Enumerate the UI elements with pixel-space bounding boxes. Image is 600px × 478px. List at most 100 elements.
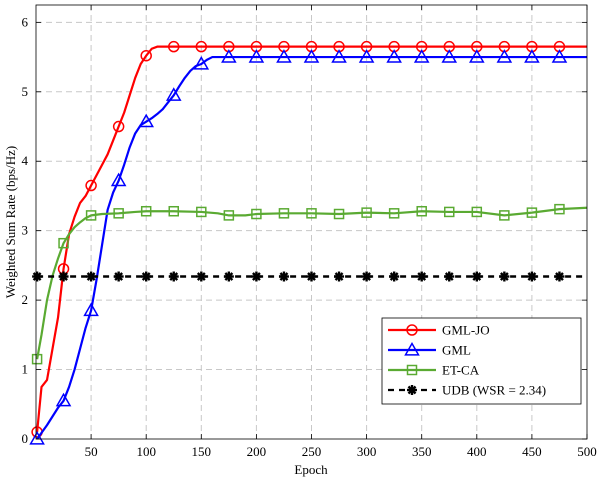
x-tick-label: 500: [577, 444, 597, 459]
tick-layer: 50 100 150 200 250 300 350 400 450 500 0 1 2 3 4 5 6: [22, 5, 597, 459]
data-point-marker: [112, 120, 125, 133]
series-line: [36, 55, 587, 440]
data-point-marker: [85, 210, 97, 221]
data-point-marker: [444, 271, 455, 282]
series-line: [36, 45, 587, 433]
data-point-marker: [140, 205, 152, 217]
marker-stroke: [141, 272, 151, 281]
data-point-marker: [168, 205, 179, 217]
data-point-marker: [388, 208, 400, 219]
data-point-marker: [29, 430, 45, 445]
data-point-marker: [32, 271, 43, 282]
x-tick-label: 100: [136, 444, 156, 459]
data-point-marker: [110, 172, 127, 187]
series-line: [36, 206, 588, 360]
data-point-marker: [31, 353, 43, 365]
data-point-marker: [113, 208, 124, 219]
series-square: [31, 203, 588, 365]
y-tick-label: 4: [22, 153, 29, 168]
data-point-marker: [195, 40, 208, 53]
data-point-marker: [193, 56, 210, 70]
data-point-marker: [168, 40, 180, 53]
marker-stroke: [169, 272, 179, 281]
marker-stroke: [307, 272, 316, 281]
legend-marker: [406, 324, 418, 336]
data-point-marker: [333, 208, 345, 220]
data-point-marker: [221, 49, 237, 63]
x-tick-label: 150: [192, 444, 212, 459]
x-axis-label: Epoch: [294, 462, 328, 477]
marker-stroke: [252, 272, 261, 281]
marker-stroke: [417, 272, 427, 281]
y-tick-label: 2: [22, 292, 29, 307]
data-point-marker: [413, 49, 430, 63]
data-point-marker: [278, 208, 290, 219]
marker-stroke: [527, 272, 537, 281]
data-point-marker: [165, 87, 182, 101]
marker-stroke: [334, 272, 344, 281]
marker-stroke: [499, 272, 509, 281]
data-point-marker: [303, 49, 320, 63]
y-tick-label: 0: [22, 431, 29, 446]
data-point-marker: [83, 302, 99, 317]
data-point-marker: [85, 179, 97, 192]
data-point-marker: [331, 49, 347, 63]
data-point-marker: [58, 271, 69, 282]
marker-stroke: [407, 385, 417, 395]
y-tick-label: 6: [22, 14, 29, 29]
marker-stroke: [59, 272, 68, 281]
x-tick-label: 300: [357, 444, 377, 459]
data-point-marker: [358, 49, 375, 63]
data-point-marker: [416, 205, 427, 217]
legend-entry-label: ET-CA: [442, 363, 480, 378]
x-tick-label: 350: [412, 444, 432, 459]
x-tick-label: 200: [247, 444, 267, 459]
data-point-marker: [223, 271, 234, 282]
data-point-marker: [196, 271, 207, 282]
marker-stroke: [472, 272, 482, 281]
marker-stroke: [224, 272, 234, 281]
data-point-marker: [554, 203, 565, 215]
legend-marker: [404, 341, 420, 356]
data-point-marker: [306, 208, 317, 219]
legend-entry-label: GML: [442, 343, 471, 358]
data-point-marker: [140, 49, 152, 62]
data-point-marker: [554, 271, 565, 282]
data-point-marker: [251, 208, 262, 220]
x-tick-label: 250: [302, 444, 322, 459]
data-point-marker: [389, 271, 400, 282]
legend: GML-JO GML ET-CA UDB (WSR = 2.34): [381, 317, 582, 405]
grid: [36, 5, 587, 439]
data-point-marker: [278, 271, 289, 282]
series-layer: [29, 40, 588, 445]
data-point-marker: [471, 271, 482, 282]
data-point-marker: [469, 49, 485, 63]
data-point-marker: [499, 271, 510, 282]
data-point-marker: [141, 271, 152, 282]
data-point-marker: [361, 207, 372, 218]
data-point-marker: [526, 207, 538, 218]
legend-marker: [407, 385, 417, 395]
data-point-marker: [334, 271, 345, 282]
marker-stroke: [114, 272, 124, 281]
marker-stroke: [196, 272, 206, 281]
data-point-marker: [138, 113, 154, 128]
data-point-marker: [86, 271, 97, 282]
legend-marker: [406, 364, 418, 376]
marker-stroke: [362, 272, 371, 281]
data-point-marker: [441, 49, 458, 63]
data-point-marker: [496, 49, 513, 63]
data-point-marker: [524, 49, 540, 63]
data-point-marker: [113, 271, 124, 282]
data-point-marker: [196, 206, 207, 218]
data-point-marker: [361, 271, 372, 282]
legend-entry-label: GML-JO: [442, 323, 490, 338]
marker-stroke: [86, 272, 96, 281]
data-point-marker: [223, 210, 235, 221]
data-point-marker: [306, 271, 317, 282]
data-point-marker: [248, 49, 265, 63]
data-point-marker: [444, 206, 455, 218]
data-point-marker: [55, 392, 72, 407]
data-point-marker: [551, 49, 568, 63]
